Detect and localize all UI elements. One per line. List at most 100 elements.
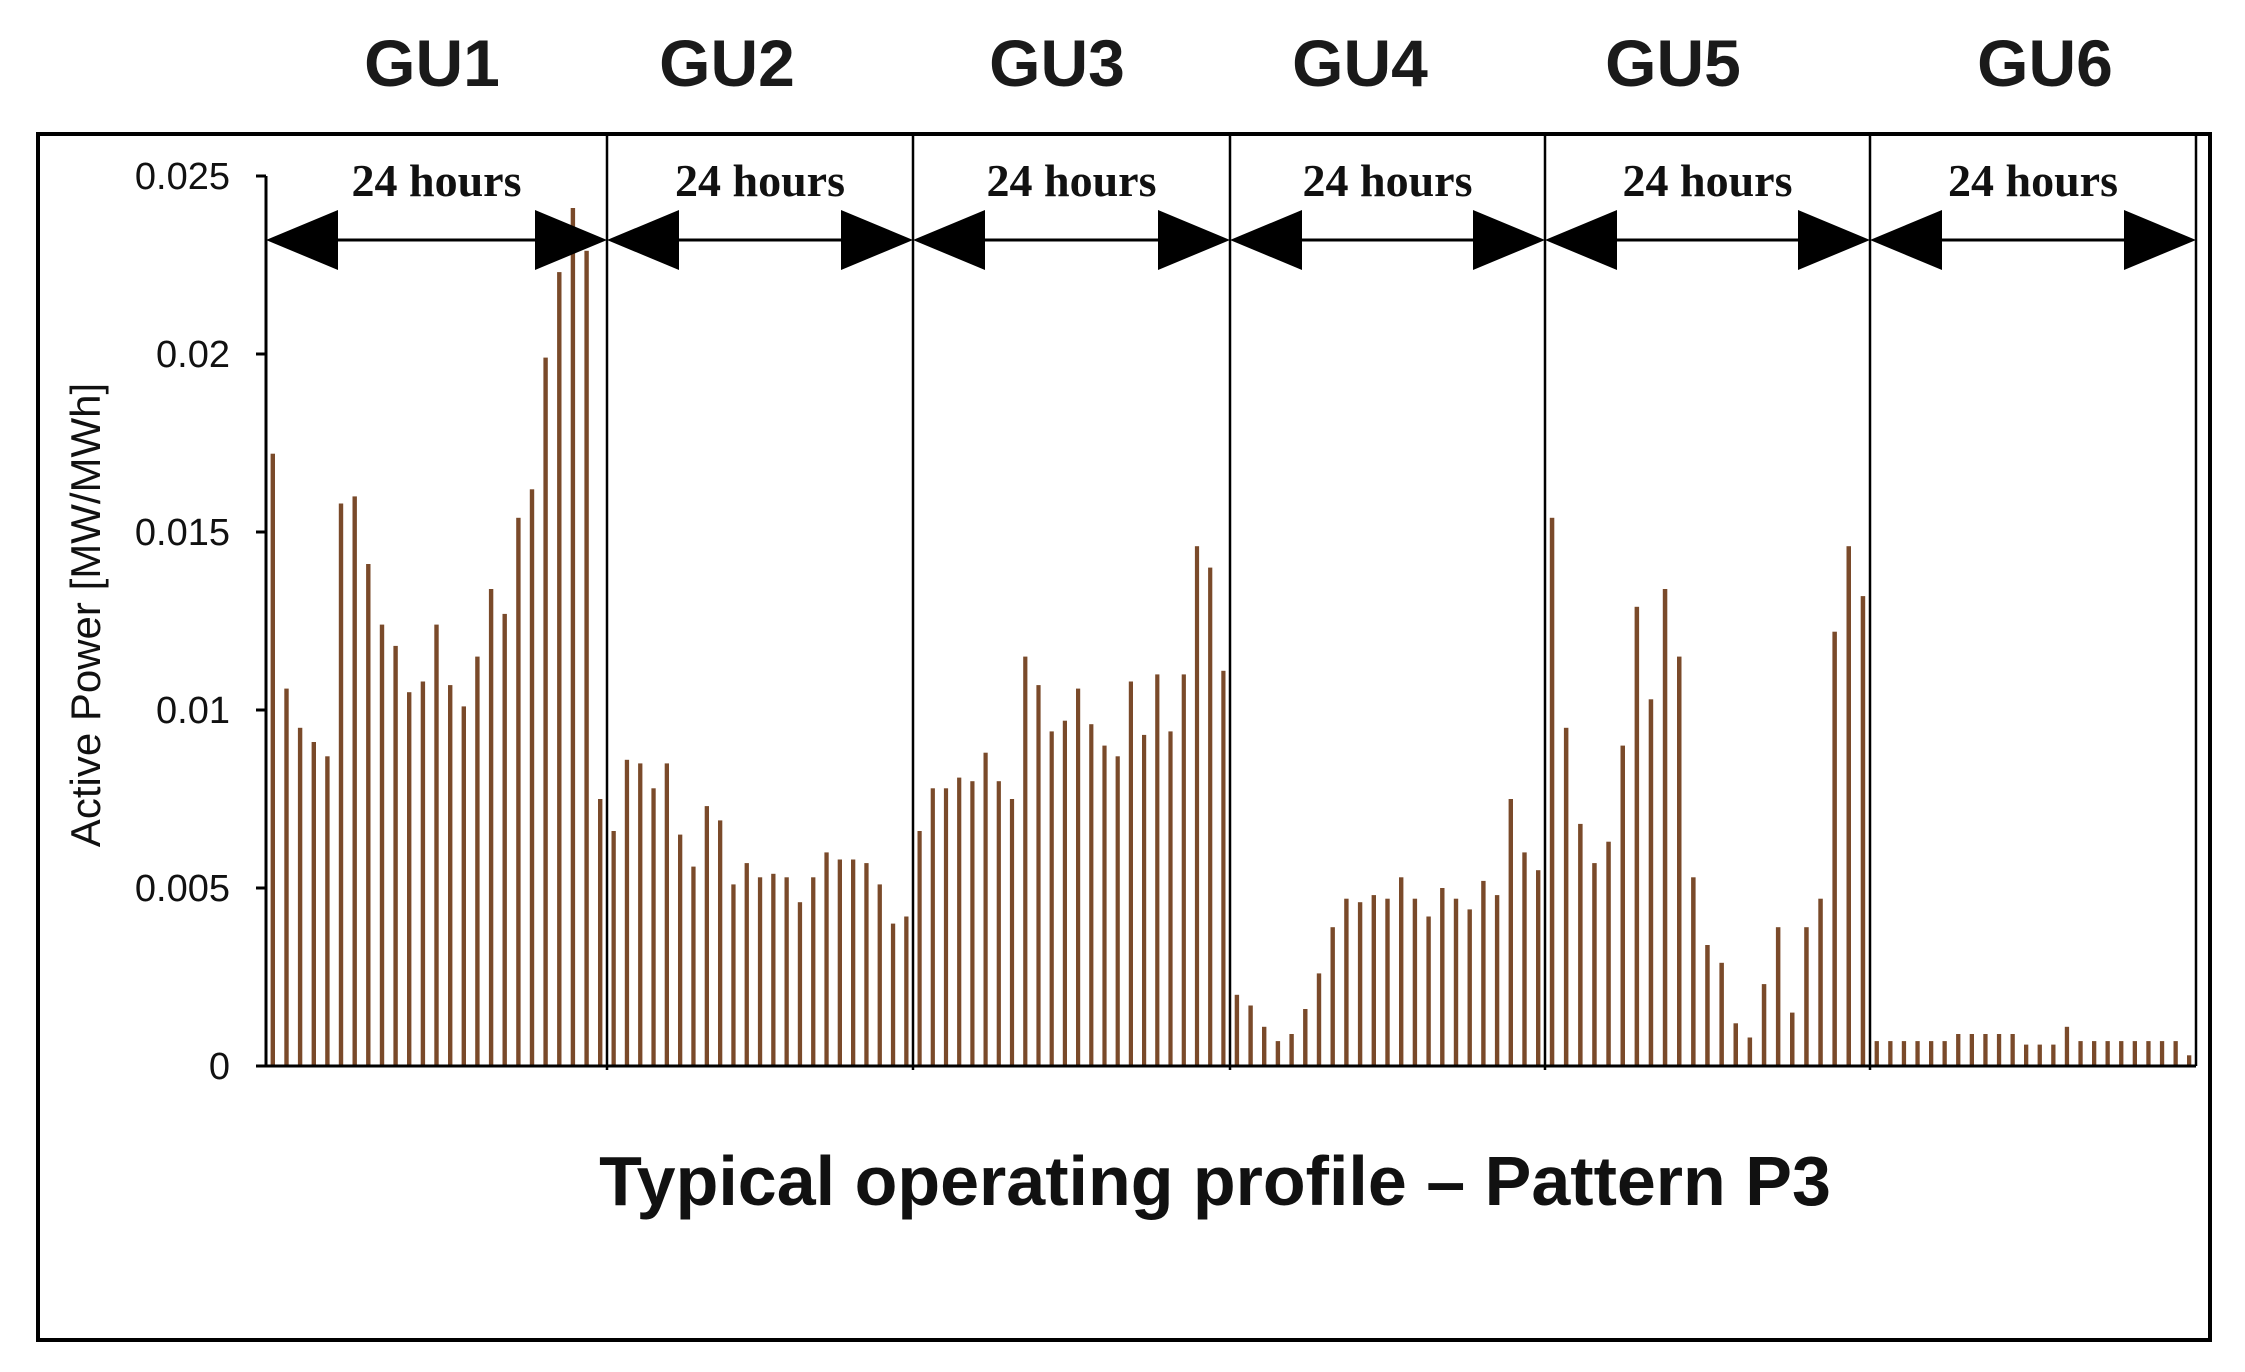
bar (434, 624, 439, 1066)
bar (1221, 670, 1226, 1066)
bar (864, 863, 869, 1066)
bar (611, 831, 616, 1066)
segment-labels: GU1 GU2 GU3 GU4 GU5 GU6 (364, 26, 2113, 100)
bar (297, 727, 303, 1066)
bar (1142, 734, 1147, 1066)
bar (2024, 1044, 2029, 1066)
bar (2119, 1041, 2124, 1066)
span-arrow-left-head (913, 210, 985, 270)
bar (2092, 1041, 2097, 1066)
bar (624, 759, 630, 1066)
bar (2159, 1041, 2165, 1066)
segment-name: GU4 (1292, 26, 1428, 100)
bar (1929, 1041, 1934, 1066)
bar (284, 688, 289, 1066)
segment-name: GU6 (1977, 26, 2113, 100)
bar (1357, 902, 1363, 1066)
bar (651, 788, 656, 1066)
bar (338, 503, 344, 1066)
bar (1804, 927, 1809, 1066)
bar (1705, 945, 1710, 1066)
bar (811, 877, 816, 1066)
bar (543, 357, 548, 1067)
chart-frame (36, 132, 2212, 1342)
bar (1719, 962, 1724, 1066)
bar (1023, 656, 1028, 1066)
bar (1181, 674, 1186, 1066)
bar (704, 806, 709, 1066)
y-tick-label: 0 (209, 1046, 230, 1088)
bar (488, 589, 494, 1066)
bar (1289, 1034, 1294, 1066)
bar (393, 645, 398, 1066)
bar (2187, 1055, 2192, 1066)
span-label: 24 hours (352, 155, 522, 206)
bar (1399, 877, 1404, 1066)
segment-dividers (605, 134, 2198, 1070)
bar (1248, 1005, 1253, 1066)
segment-name: GU5 (1605, 26, 1741, 100)
y-tick-label: 0.01 (156, 690, 230, 732)
bar (1036, 685, 1041, 1066)
span-arrow-right-head (535, 210, 607, 270)
bar (904, 916, 909, 1066)
bar (1563, 727, 1569, 1066)
bar (1874, 1041, 1879, 1066)
span-label: 24 hours (1623, 155, 1793, 206)
bar (1761, 984, 1767, 1066)
span-arrow-right-head (2124, 210, 2196, 270)
bar (1049, 731, 1054, 1066)
span-label: 24 hours (1303, 155, 1473, 206)
bar (407, 692, 412, 1066)
bar (1996, 1034, 2002, 1066)
bar (1009, 799, 1015, 1066)
bar (1592, 863, 1597, 1066)
bar (325, 756, 330, 1066)
bar (1578, 823, 1583, 1066)
bar (943, 788, 949, 1066)
bar (1155, 674, 1160, 1066)
span-arrow-left-head (1545, 210, 1617, 270)
bar (1194, 546, 1200, 1066)
bar (1522, 852, 1527, 1066)
bar (1426, 916, 1431, 1066)
bar (718, 820, 723, 1066)
bar (475, 656, 480, 1066)
y-tick-label: 0.005 (135, 868, 230, 910)
bar (598, 799, 603, 1066)
span-arrow-left-head (1230, 210, 1302, 270)
bar (757, 877, 763, 1066)
bar (877, 884, 882, 1066)
bar (691, 866, 696, 1066)
bar (461, 706, 466, 1066)
bar (1208, 567, 1213, 1066)
bar (1076, 688, 1081, 1066)
span-label: 24 hours (1948, 155, 2118, 206)
bar (1662, 589, 1668, 1066)
bar (1606, 841, 1611, 1066)
bar (2173, 1041, 2178, 1066)
bar (1453, 898, 1459, 1066)
bar (2078, 1041, 2083, 1066)
bar (851, 859, 856, 1066)
bar (1888, 1041, 1893, 1066)
span-arrow-right-head (1798, 210, 1870, 270)
bar (570, 208, 576, 1066)
bar (2146, 1041, 2151, 1066)
span-arrow-right-head (1158, 210, 1230, 270)
bar (1234, 994, 1240, 1066)
bar (957, 777, 962, 1066)
bar (584, 250, 589, 1067)
bar (731, 884, 736, 1066)
bar (1775, 927, 1781, 1066)
bar (2037, 1044, 2042, 1066)
bar (1983, 1034, 1988, 1066)
bar (930, 788, 935, 1066)
y-tick-label: 0.025 (135, 156, 230, 198)
bar (1508, 799, 1513, 1066)
bar (529, 489, 535, 1066)
bar (311, 742, 316, 1066)
bar (1747, 1037, 1753, 1066)
bar (744, 863, 749, 1066)
